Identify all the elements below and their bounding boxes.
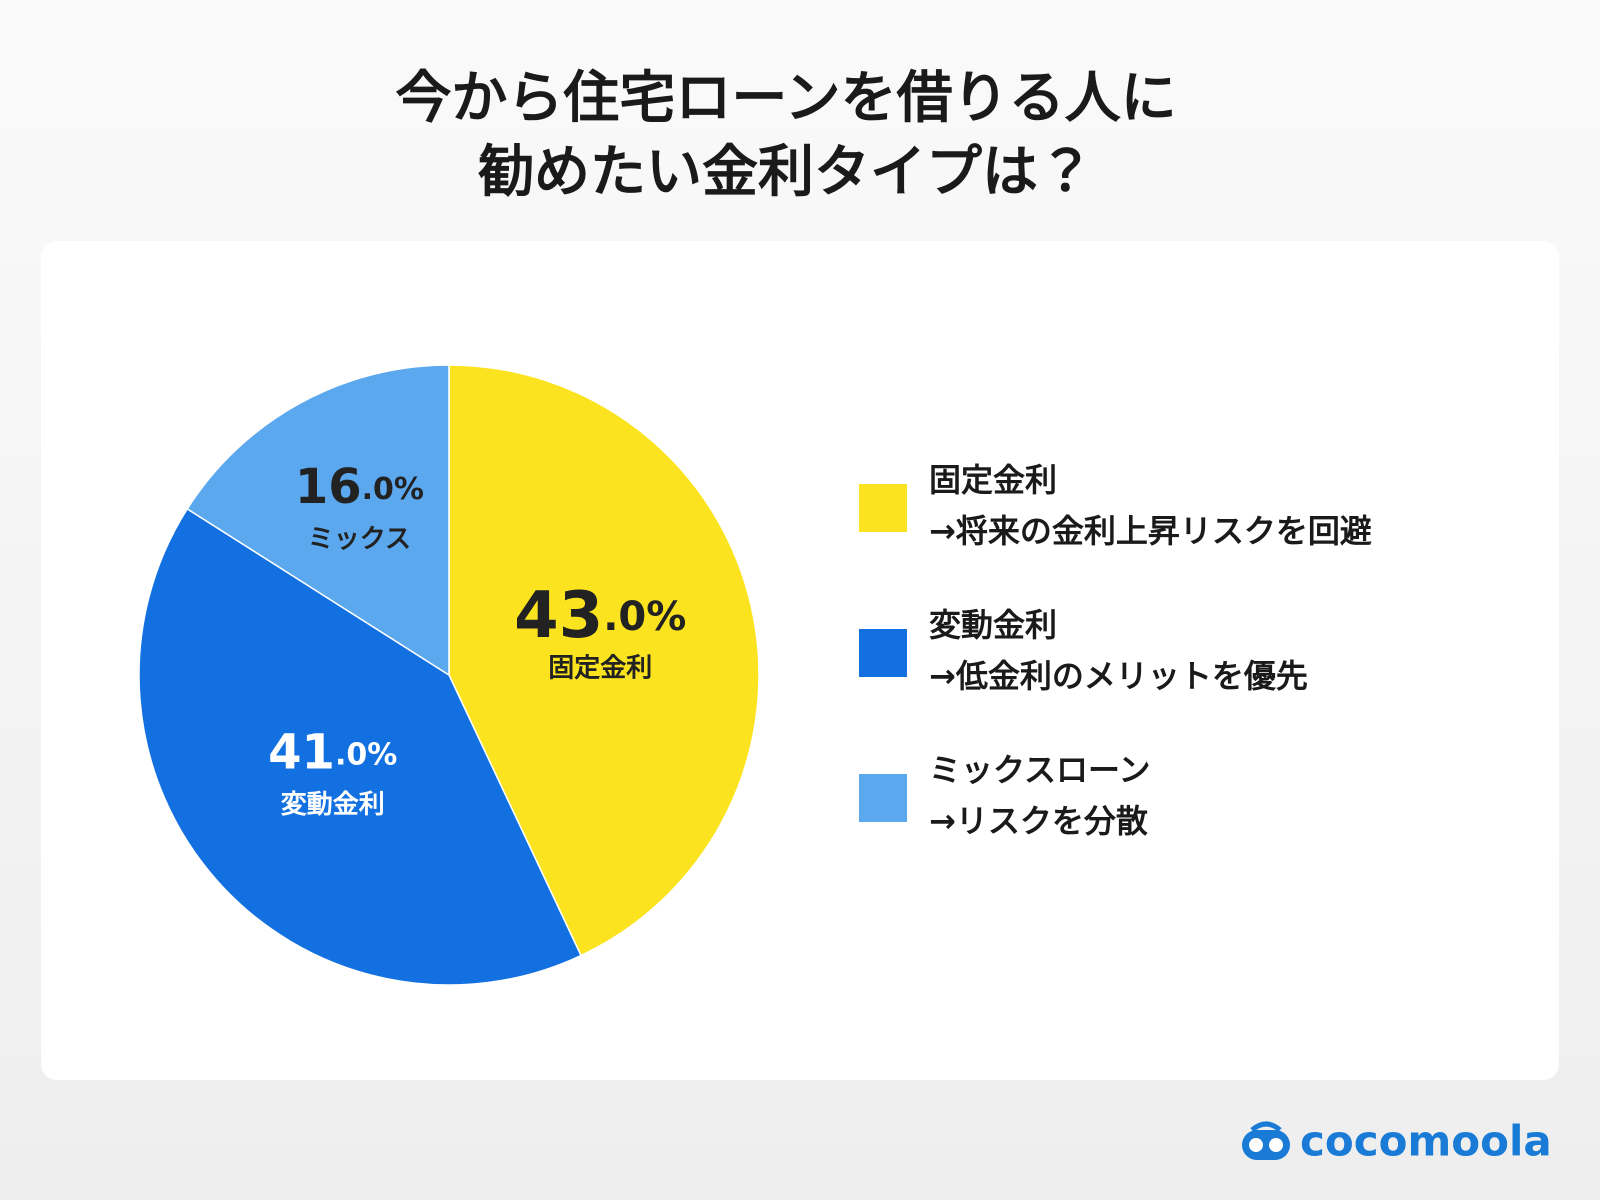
legend-label: 変動金利 bbox=[929, 606, 1057, 644]
chart-title: 勧めたい金利タイプは？ bbox=[478, 140, 1094, 205]
legend-label: 固定金利 bbox=[929, 461, 1057, 499]
pie-slice bbox=[138, 507, 582, 986]
value-label: 16.0% bbox=[295, 459, 424, 515]
slice-label: ミックス bbox=[308, 525, 411, 555]
legend-label: ミックスローン bbox=[929, 751, 1150, 789]
slice-label: 変動金利 bbox=[281, 790, 385, 820]
legend-label: →低金利のメリットを優先 bbox=[929, 657, 1308, 695]
legend-swatch bbox=[859, 774, 907, 822]
slice-label: 固定金利 bbox=[548, 654, 652, 684]
value-label: 43.0% bbox=[514, 579, 686, 653]
legend-swatch bbox=[859, 484, 907, 532]
pie-slice bbox=[448, 364, 760, 957]
logo-text: cocomoola bbox=[1300, 1117, 1552, 1166]
logo-icon bbox=[1242, 1121, 1290, 1160]
legend-label: →将来の金利上昇リスクを回避 bbox=[929, 512, 1372, 550]
value-label: 41.0% bbox=[268, 725, 397, 781]
chart-title: 今から住宅ローンを借りる人に bbox=[395, 66, 1176, 131]
legend-label: →リスクを分散 bbox=[929, 802, 1148, 840]
pie-slice bbox=[186, 364, 450, 677]
legend-swatch bbox=[859, 629, 907, 677]
